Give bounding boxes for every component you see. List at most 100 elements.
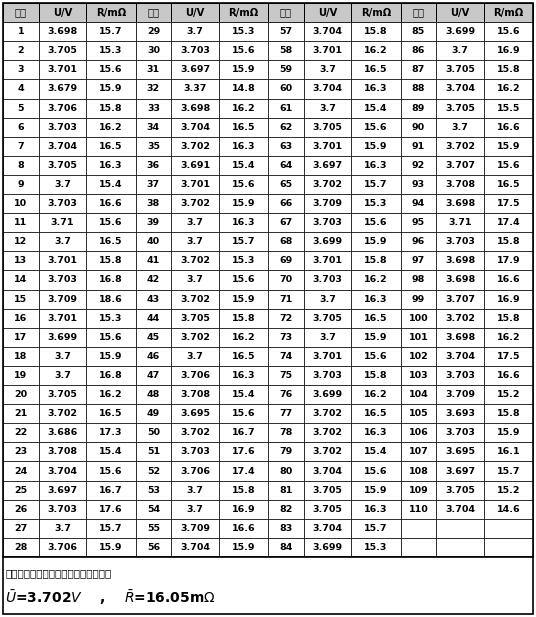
Text: 51: 51 (147, 447, 160, 457)
Bar (136, 328, 172, 347)
Text: 15.2: 15.2 (497, 390, 520, 399)
Bar (484, 442, 533, 462)
Bar (136, 251, 172, 270)
Bar (172, 289, 219, 308)
Text: 3.7: 3.7 (187, 486, 204, 495)
Bar (136, 137, 172, 156)
Text: 6: 6 (18, 123, 24, 131)
Text: 3.703: 3.703 (445, 371, 475, 380)
Bar (304, 462, 351, 481)
Bar (172, 118, 219, 137)
Bar (86, 500, 136, 519)
Text: 45: 45 (147, 333, 160, 342)
Text: 3.707: 3.707 (445, 294, 475, 304)
Text: 22: 22 (14, 428, 27, 437)
Text: 15.3: 15.3 (99, 46, 123, 56)
Text: 3.702: 3.702 (180, 294, 210, 304)
Text: 16.7: 16.7 (232, 428, 255, 437)
Bar (436, 385, 484, 404)
Text: 15.6: 15.6 (99, 65, 123, 75)
Bar (484, 156, 533, 175)
Bar (436, 22, 484, 41)
Text: 3.703: 3.703 (48, 505, 78, 514)
Text: 3.705: 3.705 (312, 313, 343, 323)
Text: 80: 80 (279, 466, 293, 476)
Bar (39, 519, 86, 538)
Text: 15.8: 15.8 (364, 27, 388, 36)
Text: 16.6: 16.6 (232, 524, 255, 533)
Text: 15.7: 15.7 (232, 238, 255, 246)
Bar (304, 137, 351, 156)
Bar (39, 3, 86, 22)
Bar (304, 251, 351, 270)
Bar (484, 232, 533, 251)
Text: 3.701: 3.701 (48, 313, 78, 323)
Bar (436, 347, 484, 366)
Bar (86, 328, 136, 347)
Bar (268, 156, 304, 175)
Text: 38: 38 (147, 199, 160, 208)
Bar (172, 328, 219, 347)
Text: 105: 105 (408, 409, 428, 418)
Text: 68: 68 (279, 238, 293, 246)
Bar (484, 80, 533, 99)
Text: 3.705: 3.705 (445, 486, 475, 495)
Text: 17.5: 17.5 (497, 352, 520, 361)
Text: 3.703: 3.703 (312, 218, 343, 227)
Bar (268, 423, 304, 442)
Bar (219, 41, 268, 60)
Text: 3.703: 3.703 (445, 238, 475, 246)
Text: 3.679: 3.679 (48, 85, 78, 93)
Bar (484, 99, 533, 118)
Bar (172, 22, 219, 41)
Bar (172, 213, 219, 232)
Bar (304, 328, 351, 347)
Bar (39, 328, 86, 347)
Text: 15: 15 (14, 294, 27, 304)
Text: $\bar{U}$=3.702$V$    ,    $\bar{R}$=16.05m$\Omega$: $\bar{U}$=3.702$V$ , $\bar{R}$=16.05m$\O… (5, 589, 216, 608)
Bar (436, 156, 484, 175)
Text: 15.3: 15.3 (364, 199, 388, 208)
Bar (304, 385, 351, 404)
Text: 52: 52 (147, 466, 160, 476)
Text: 15.9: 15.9 (232, 199, 255, 208)
Bar (172, 194, 219, 213)
Bar (304, 423, 351, 442)
Text: 35: 35 (147, 142, 160, 151)
Text: 3.703: 3.703 (48, 123, 78, 131)
Text: 40: 40 (147, 238, 160, 246)
Text: 16.2: 16.2 (364, 46, 388, 56)
Text: 15.6: 15.6 (232, 276, 255, 284)
Bar (172, 404, 219, 423)
Text: 49: 49 (147, 409, 160, 418)
Text: 89: 89 (412, 104, 425, 112)
Bar (3, 232, 39, 251)
Text: 15.4: 15.4 (364, 447, 388, 457)
Bar (3, 137, 39, 156)
Text: 17.9: 17.9 (496, 257, 520, 265)
Text: 15.4: 15.4 (364, 104, 388, 112)
Text: 16.5: 16.5 (99, 409, 123, 418)
Text: 序号: 序号 (15, 7, 27, 17)
Bar (3, 538, 39, 557)
Bar (39, 137, 86, 156)
Text: 17.4: 17.4 (496, 218, 520, 227)
Bar (484, 137, 533, 156)
Bar (86, 213, 136, 232)
Bar (86, 99, 136, 118)
Text: 84: 84 (279, 543, 293, 552)
Text: 15.8: 15.8 (99, 257, 123, 265)
Text: 15.8: 15.8 (496, 313, 520, 323)
Bar (136, 423, 172, 442)
Bar (86, 41, 136, 60)
Text: 16.3: 16.3 (232, 142, 255, 151)
Text: 序号: 序号 (147, 7, 159, 17)
Text: 3.7: 3.7 (54, 180, 71, 189)
Text: 16.8: 16.8 (99, 371, 123, 380)
Text: 18: 18 (14, 352, 28, 361)
Text: 3.703: 3.703 (445, 428, 475, 437)
Text: 16.2: 16.2 (99, 123, 123, 131)
Bar (304, 289, 351, 308)
Bar (86, 22, 136, 41)
Text: 27: 27 (14, 524, 27, 533)
